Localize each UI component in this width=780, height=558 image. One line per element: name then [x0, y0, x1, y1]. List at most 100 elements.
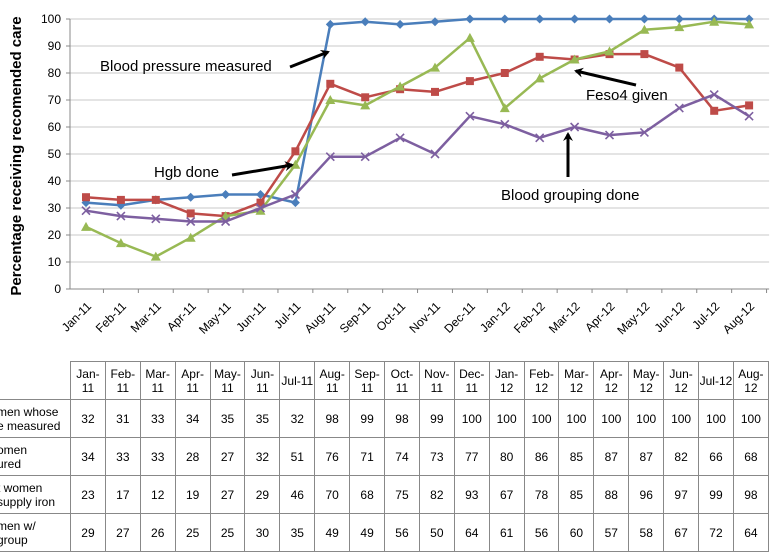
- data-point: [186, 216, 196, 227]
- data-point: [604, 130, 615, 140]
- x-tick-label: May-12: [614, 299, 652, 337]
- data-point: [151, 214, 161, 224]
- data-point: [639, 127, 649, 137]
- table-cell: 74: [384, 437, 420, 476]
- table-cell: 34: [70, 437, 106, 476]
- y-tick-label: 50: [48, 147, 62, 161]
- annotation-arrow: [574, 67, 637, 87]
- x-tick-label: Feb-11: [93, 299, 129, 335]
- row-label: omenured: [0, 437, 71, 476]
- table-cell: 100: [698, 399, 734, 438]
- data-point: [115, 238, 126, 248]
- annotations: Blood pressure measured Hgb done Feso4 giv…: [100, 49, 668, 204]
- row-label: men whose e measured: [0, 399, 71, 438]
- data-point: [709, 90, 719, 100]
- x-tick-label: Apr-12: [582, 299, 618, 335]
- data-point: [430, 149, 440, 159]
- table-cell: 67: [488, 475, 525, 514]
- table-cell: 30: [244, 513, 281, 552]
- data-point: [150, 251, 161, 261]
- table-cell: 51: [279, 437, 316, 476]
- column-header: Apr- 11: [174, 361, 211, 400]
- table-cell: 50: [418, 513, 455, 552]
- table-cell: 98: [732, 475, 769, 514]
- table-cell: 100: [628, 399, 665, 438]
- series-line: [85, 20, 750, 258]
- data-point: [639, 14, 649, 24]
- data-point: [570, 122, 580, 132]
- y-tick-label: 0: [54, 282, 61, 296]
- data-point: [570, 14, 580, 24]
- column-header: Jan- 11: [70, 361, 106, 400]
- data-point: [290, 159, 301, 169]
- annotation-label: Feso4 given: [586, 87, 668, 104]
- data-point: [499, 103, 510, 113]
- data-point: [81, 206, 91, 216]
- data-point: [745, 101, 754, 110]
- column-header: Aug- 11: [314, 361, 351, 400]
- series-3: [81, 16, 755, 261]
- data-point: [82, 193, 90, 202]
- data-point: [291, 147, 300, 156]
- table-cell: 72: [698, 513, 734, 552]
- gridlines: [70, 18, 770, 290]
- table-cell: 100: [558, 399, 595, 438]
- table-cell: 100: [488, 399, 525, 438]
- table-cell: 12: [139, 475, 176, 514]
- table-cell: 49: [349, 513, 386, 552]
- annotation-label: Blood pressure measured: [100, 58, 272, 75]
- x-tick-label: Jul-12: [689, 299, 722, 332]
- table-cell: 98: [314, 399, 351, 438]
- data-point: [255, 205, 266, 215]
- series-4: [81, 90, 754, 227]
- table-cell: 88: [593, 475, 630, 514]
- data-point: [674, 14, 684, 24]
- data-point: [675, 63, 684, 72]
- table-cell: 27: [104, 513, 141, 552]
- table-cell: 23: [70, 475, 106, 514]
- data-point: [116, 211, 126, 221]
- table-cell: 85: [558, 437, 595, 476]
- data-table: Jan- 11 Feb- 11 Mar- 11 Apr- 11 May- 11 Jun- 11 Jul-…: [0, 361, 769, 552]
- column-header: May- 11: [209, 361, 246, 400]
- data-point: [431, 87, 439, 96]
- table-cell: 87: [593, 437, 630, 476]
- data-point: [325, 19, 335, 29]
- x-tick-label: Aug-11: [302, 299, 339, 336]
- column-header: Feb- 11: [104, 361, 141, 400]
- table-body: men whose e measured 32 31 33 34 35 35 32 98 99 98 9…: [0, 399, 769, 552]
- x-tick-label: Dec-11: [441, 299, 478, 336]
- table-cell: 33: [104, 437, 141, 476]
- data-point: [640, 50, 649, 59]
- table-cell: 99: [418, 399, 455, 438]
- data-point: [186, 192, 196, 202]
- table-cell: 56: [523, 513, 560, 552]
- column-header: Oct- 11: [384, 361, 420, 400]
- data-point: [744, 19, 755, 29]
- table-cell: 68: [732, 437, 769, 476]
- data-point: [256, 190, 265, 199]
- data-point: [465, 14, 475, 24]
- table-cell: 67: [663, 513, 700, 552]
- data-point: [500, 119, 510, 129]
- data-point: [186, 209, 195, 218]
- row-label: t women supply iron: [0, 475, 71, 514]
- data-point: [256, 198, 265, 207]
- table-cell: 82: [663, 437, 700, 476]
- y-axis-label: Percentage receiving recomended care: [8, 16, 25, 295]
- column-header: Sep- 11: [349, 361, 386, 400]
- column-header: Dec- 11: [453, 361, 490, 400]
- table-cell: 57: [593, 513, 630, 552]
- data-point: [360, 17, 370, 27]
- annotation-arrow: [289, 49, 330, 69]
- series-line: [85, 52, 750, 218]
- y-axis: 0 10 20 30 40 50 60 70 80 90 100: [41, 12, 71, 296]
- data-point: [361, 93, 370, 102]
- table-cell: 70: [314, 475, 351, 514]
- data-point: [290, 189, 300, 200]
- data-point: [709, 16, 720, 26]
- table-cell: 100: [593, 399, 630, 438]
- column-header: Feb- 12: [523, 361, 560, 400]
- data-point: [605, 14, 614, 24]
